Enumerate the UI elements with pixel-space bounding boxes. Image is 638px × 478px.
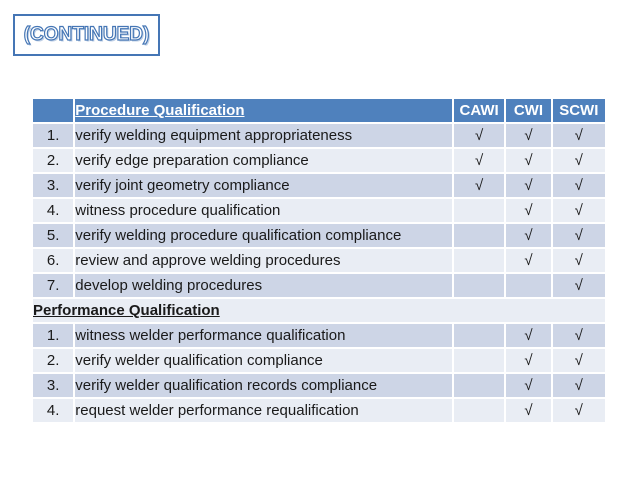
qualification-duties-table: Procedure Qualification CAWI CWI SCWI 1.… <box>31 97 607 424</box>
row-number: 2. <box>33 349 74 372</box>
header-cawi: CAWI <box>453 99 505 122</box>
check-cwi-checkmark: √ <box>506 124 551 147</box>
row-number: 7. <box>33 274 74 297</box>
task-label: verify edge preparation compliance <box>75 149 452 172</box>
check-cwi-checkmark: √ <box>506 349 551 372</box>
row-number: 5. <box>33 224 74 247</box>
table-row: 2. verify edge preparation compliance √ √ √ <box>33 149 605 172</box>
check-scwi-checkmark: √ <box>552 349 605 372</box>
check-cawi-empty <box>453 274 505 297</box>
row-number: 1. <box>33 124 74 147</box>
check-cawi-empty <box>453 374 505 397</box>
table-row: 2. verify welder qualification compliance… <box>33 349 605 372</box>
check-scwi-checkmark: √ <box>552 199 605 222</box>
row-number: 1. <box>33 324 74 347</box>
table-row: 7. develop welding procedures √ <box>33 274 605 297</box>
check-cawi-empty <box>453 399 505 422</box>
check-scwi-checkmark: √ <box>552 124 605 147</box>
header-cwi: CWI <box>506 99 551 122</box>
row-number: 4. <box>33 199 74 222</box>
table-header-row: Procedure Qualification CAWI CWI SCWI <box>33 99 605 122</box>
check-cwi-checkmark: √ <box>506 224 551 247</box>
row-number: 2. <box>33 149 74 172</box>
section-title-cell: Performance Qualification <box>33 299 605 322</box>
check-scwi-checkmark: √ <box>552 374 605 397</box>
procedure-qualification-label: Procedure Qualification <box>75 102 245 119</box>
header-number-cell <box>33 99 74 122</box>
check-cwi-checkmark: √ <box>506 324 551 347</box>
task-label: verify welding equipment appropriateness <box>75 124 452 147</box>
row-number: 3. <box>33 174 74 197</box>
check-cwi-checkmark: √ <box>506 399 551 422</box>
check-cwi-checkmark: √ <box>506 199 551 222</box>
check-scwi-checkmark: √ <box>552 399 605 422</box>
check-scwi-checkmark: √ <box>552 224 605 247</box>
check-cawi-checkmark: √ <box>453 174 505 197</box>
check-cwi-checkmark: √ <box>506 249 551 272</box>
task-label: witness procedure qualification <box>75 199 452 222</box>
table-row: 4. witness procedure qualification √ √ <box>33 199 605 222</box>
table-row: 6. review and approve welding procedures √… <box>33 249 605 272</box>
table-row: 4. request welder performance requalifica… <box>33 399 605 422</box>
task-label: request welder performance requalificati… <box>75 399 452 422</box>
check-cawi-empty <box>453 199 505 222</box>
check-cawi-empty <box>453 349 505 372</box>
table-row: 1. witness welder performance qualificati… <box>33 324 605 347</box>
check-cwi-checkmark: √ <box>506 149 551 172</box>
check-scwi-checkmark: √ <box>552 274 605 297</box>
row-number: 3. <box>33 374 74 397</box>
table-row: 5. verify welding procedure qualification… <box>33 224 605 247</box>
check-scwi-checkmark: √ <box>552 249 605 272</box>
task-label: verify joint geometry compliance <box>75 174 452 197</box>
qualification-table-body: 1. verify welding equipment appropriatene… <box>33 124 605 422</box>
check-scwi-checkmark: √ <box>552 174 605 197</box>
check-cwi-checkmark: √ <box>506 174 551 197</box>
check-scwi-checkmark: √ <box>552 149 605 172</box>
table-row: 1. verify welding equipment appropriatene… <box>33 124 605 147</box>
performance-qualification-label: Performance Qualification <box>33 302 220 319</box>
check-cwi-empty <box>506 274 551 297</box>
task-label: review and approve welding procedures <box>75 249 452 272</box>
task-label: verify welder qualification compliance <box>75 349 452 372</box>
task-label: develop welding procedures <box>75 274 452 297</box>
check-cawi-checkmark: √ <box>453 124 505 147</box>
header-procedure-qualification: Procedure Qualification <box>75 99 452 122</box>
check-cawi-empty <box>453 324 505 347</box>
header-scwi: SCWI <box>552 99 605 122</box>
check-cwi-checkmark: √ <box>506 374 551 397</box>
check-cawi-checkmark: √ <box>453 149 505 172</box>
table-row: 3. verify welder qualification records co… <box>33 374 605 397</box>
check-cawi-empty <box>453 224 505 247</box>
task-label: verify welder qualification records comp… <box>75 374 452 397</box>
table-row: 3. verify joint geometry compliance √ √ √ <box>33 174 605 197</box>
task-label: verify welding procedure qualification c… <box>75 224 452 247</box>
task-label: witness welder performance qualification <box>75 324 452 347</box>
check-scwi-checkmark: √ <box>552 324 605 347</box>
continued-title-box: (CONTINUED) <box>13 14 160 56</box>
continued-label: (CONTINUED) <box>23 23 150 45</box>
row-number: 6. <box>33 249 74 272</box>
row-number: 4. <box>33 399 74 422</box>
check-cawi-empty <box>453 249 505 272</box>
section-header-row: Performance Qualification <box>33 299 605 322</box>
